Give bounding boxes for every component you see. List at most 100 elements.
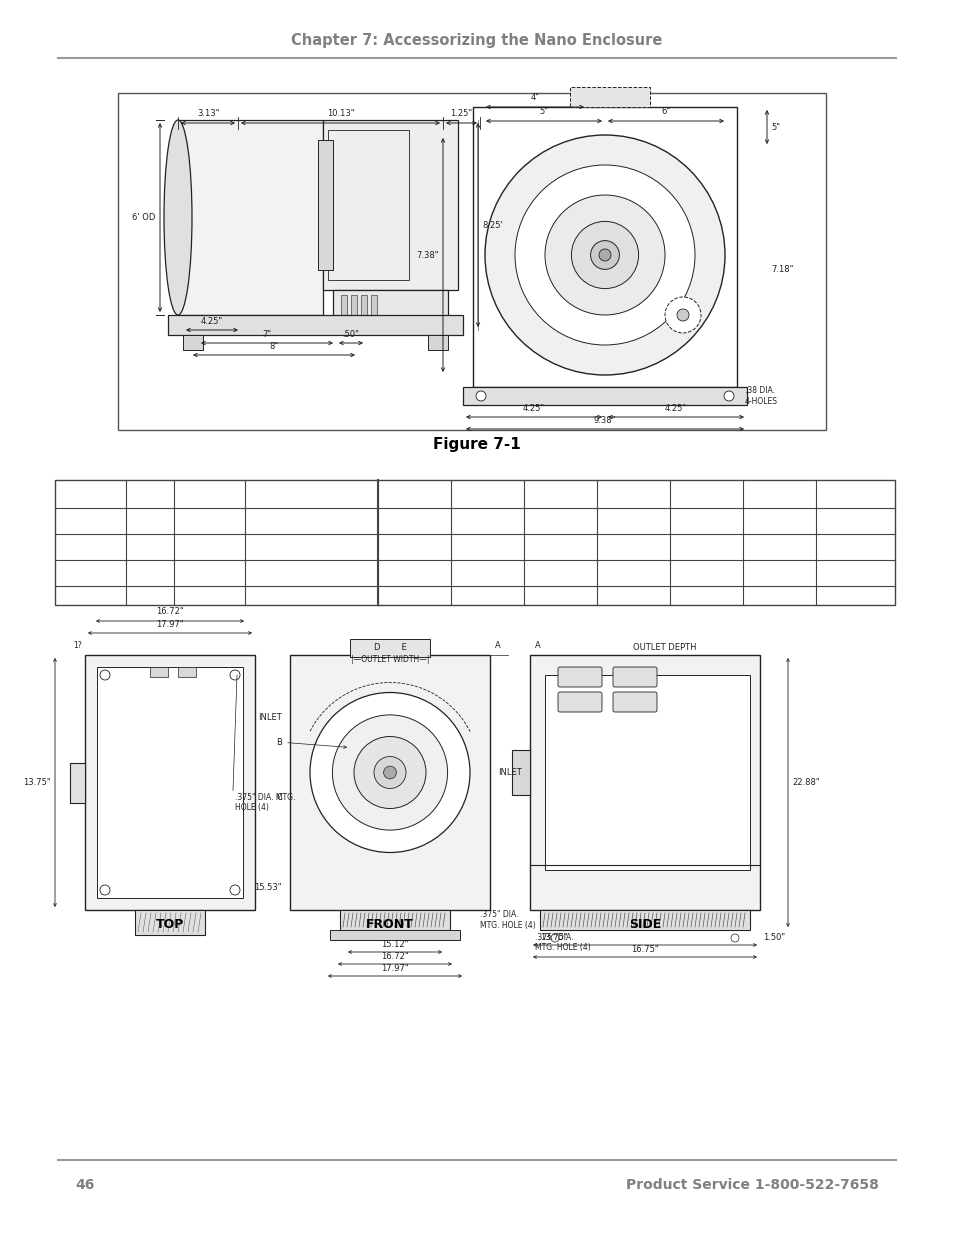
Text: SIDE: SIDE xyxy=(628,919,660,931)
Circle shape xyxy=(598,249,610,261)
Circle shape xyxy=(374,757,406,788)
Text: 7.38": 7.38" xyxy=(416,251,438,259)
Text: |—OUTLET WIDTH—|: |—OUTLET WIDTH—| xyxy=(351,655,429,663)
Text: 6": 6" xyxy=(660,107,670,116)
Bar xyxy=(530,655,760,910)
Bar xyxy=(360,295,367,325)
Text: 3.13": 3.13" xyxy=(196,109,219,119)
Circle shape xyxy=(515,165,695,345)
Text: A: A xyxy=(535,641,540,650)
Text: .375" DIA. MTG.
HOLE (4): .375" DIA. MTG. HOLE (4) xyxy=(234,793,295,813)
FancyBboxPatch shape xyxy=(558,692,601,713)
Bar xyxy=(569,86,649,107)
Circle shape xyxy=(383,766,396,779)
Bar xyxy=(333,290,448,330)
Text: INLET: INLET xyxy=(497,768,521,777)
Circle shape xyxy=(230,885,240,895)
Text: 6' OD: 6' OD xyxy=(132,212,154,222)
Circle shape xyxy=(590,241,618,269)
Text: 13.75": 13.75" xyxy=(24,778,51,787)
Circle shape xyxy=(476,391,485,401)
Text: 7.18": 7.18" xyxy=(770,266,793,274)
Text: B: B xyxy=(275,739,282,747)
Text: 1?: 1? xyxy=(73,641,82,650)
Text: OUTLET DEPTH: OUTLET DEPTH xyxy=(633,642,696,652)
Circle shape xyxy=(484,135,724,375)
Circle shape xyxy=(730,934,739,942)
Text: 22.88": 22.88" xyxy=(791,778,819,787)
Circle shape xyxy=(230,671,240,680)
Text: 9.38": 9.38" xyxy=(593,416,616,425)
Text: 4": 4" xyxy=(530,93,539,103)
Bar xyxy=(428,335,448,350)
Bar xyxy=(330,930,459,940)
Text: INLET: INLET xyxy=(258,713,282,722)
Text: 17.97": 17.97" xyxy=(156,620,184,629)
Circle shape xyxy=(551,934,558,942)
Text: 4.25": 4.25" xyxy=(522,404,544,412)
Text: 15.53": 15.53" xyxy=(254,883,282,893)
Text: 1.25": 1.25" xyxy=(450,109,472,119)
Circle shape xyxy=(664,296,700,333)
Bar xyxy=(168,315,462,335)
Text: D        E: D E xyxy=(374,642,406,652)
Text: Figure 7-1: Figure 7-1 xyxy=(433,437,520,452)
Bar xyxy=(323,120,457,290)
Circle shape xyxy=(332,715,447,830)
Bar xyxy=(85,655,254,910)
Bar xyxy=(340,295,347,325)
Text: 7": 7" xyxy=(262,330,272,338)
Bar xyxy=(339,910,450,930)
Text: 4.25": 4.25" xyxy=(664,404,686,412)
Text: 46: 46 xyxy=(75,1178,94,1192)
FancyBboxPatch shape xyxy=(613,667,657,687)
Text: .375" DIA.
MTG. HOLE (4): .375" DIA. MTG. HOLE (4) xyxy=(479,910,536,930)
Circle shape xyxy=(723,391,733,401)
Text: 16.72": 16.72" xyxy=(156,606,184,616)
Bar xyxy=(97,667,243,898)
Bar xyxy=(178,120,323,315)
Text: 16.75": 16.75" xyxy=(631,945,659,953)
Text: Product Service 1-800-522-7658: Product Service 1-800-522-7658 xyxy=(625,1178,878,1192)
Bar xyxy=(539,910,749,930)
Circle shape xyxy=(310,693,470,852)
Bar xyxy=(55,480,894,605)
Text: .38 DIA.
4-HOLES: .38 DIA. 4-HOLES xyxy=(744,387,778,406)
Bar xyxy=(328,130,409,280)
Bar xyxy=(183,335,203,350)
Circle shape xyxy=(100,671,110,680)
Bar xyxy=(178,667,195,677)
Bar xyxy=(351,295,356,325)
Bar xyxy=(118,93,825,430)
Text: 10.13": 10.13" xyxy=(327,109,354,119)
Text: Chapter 7: Accessorizing the Nano Enclosure: Chapter 7: Accessorizing the Nano Enclos… xyxy=(291,32,662,47)
Circle shape xyxy=(100,885,110,895)
Ellipse shape xyxy=(164,120,192,315)
Circle shape xyxy=(354,736,426,809)
Circle shape xyxy=(544,195,664,315)
Text: 13.75": 13.75" xyxy=(539,932,567,942)
Text: .50": .50" xyxy=(342,330,359,338)
Text: .375" DIA.
MTG. HOLE (4): .375" DIA. MTG. HOLE (4) xyxy=(535,932,590,952)
Bar xyxy=(317,140,333,270)
Text: A: A xyxy=(495,641,500,650)
Bar xyxy=(290,655,490,910)
Text: 8": 8" xyxy=(269,342,278,351)
Bar xyxy=(150,667,168,677)
Text: 4.25": 4.25" xyxy=(201,317,223,326)
Bar xyxy=(70,762,85,803)
Text: 1.50": 1.50" xyxy=(762,932,784,942)
Text: TOP: TOP xyxy=(155,919,184,931)
Bar xyxy=(473,107,737,387)
Bar xyxy=(371,295,376,325)
FancyBboxPatch shape xyxy=(558,667,601,687)
Circle shape xyxy=(677,309,688,321)
Text: 5": 5" xyxy=(539,107,548,116)
Bar xyxy=(350,638,430,657)
Bar xyxy=(462,387,746,405)
Bar xyxy=(544,676,749,869)
Bar xyxy=(135,910,205,935)
Text: 17.97": 17.97" xyxy=(381,965,409,973)
Text: FRONT: FRONT xyxy=(366,919,414,931)
Text: 16.72": 16.72" xyxy=(381,952,409,961)
